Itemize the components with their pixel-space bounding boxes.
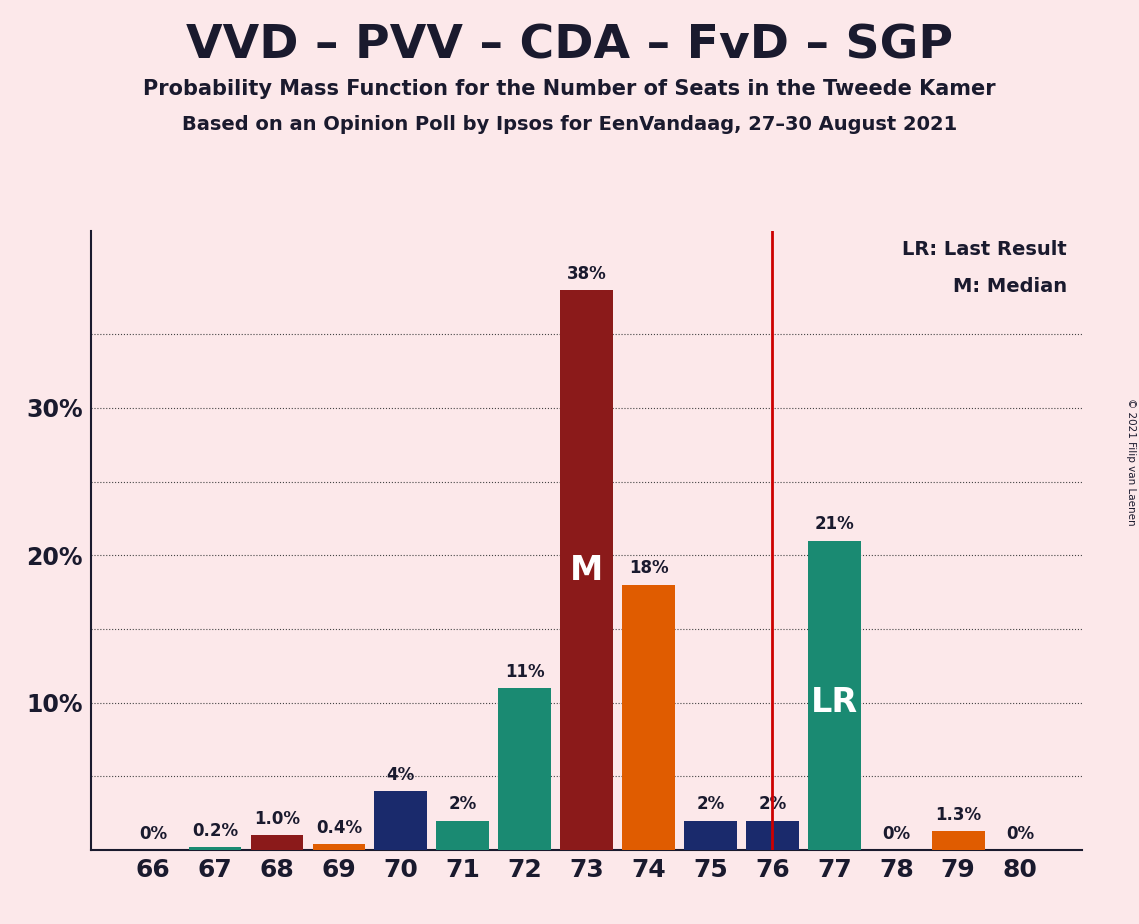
Text: LR: LR (811, 687, 858, 719)
Text: 11%: 11% (505, 663, 544, 681)
Bar (746, 821, 798, 850)
Bar (312, 845, 366, 850)
Text: LR: Last Result: LR: Last Result (902, 240, 1067, 260)
Text: 0%: 0% (883, 825, 910, 843)
Text: 0%: 0% (1006, 825, 1034, 843)
Bar (685, 821, 737, 850)
Text: VVD – PVV – CDA – FvD – SGP: VVD – PVV – CDA – FvD – SGP (186, 23, 953, 68)
Text: 1.3%: 1.3% (935, 806, 981, 823)
Bar (375, 791, 427, 850)
Bar (622, 585, 674, 850)
Text: 38%: 38% (567, 264, 606, 283)
Text: Based on an Opinion Poll by Ipsos for EenVandaag, 27–30 August 2021: Based on an Opinion Poll by Ipsos for Ee… (182, 115, 957, 134)
Text: M: Median: M: Median (953, 277, 1067, 297)
Bar (251, 835, 303, 850)
Text: © 2021 Filip van Laenen: © 2021 Filip van Laenen (1126, 398, 1136, 526)
Text: Probability Mass Function for the Number of Seats in the Tweede Kamer: Probability Mass Function for the Number… (144, 79, 995, 99)
Text: 0.2%: 0.2% (192, 821, 238, 840)
Bar (808, 541, 861, 850)
Text: 18%: 18% (629, 559, 669, 578)
Bar (499, 688, 551, 850)
Text: 0.4%: 0.4% (316, 819, 362, 837)
Bar (436, 821, 489, 850)
Text: 2%: 2% (696, 796, 724, 813)
Text: 1.0%: 1.0% (254, 810, 300, 828)
Bar (189, 847, 241, 850)
Bar (560, 290, 613, 850)
Text: M: M (570, 553, 604, 587)
Text: 4%: 4% (386, 766, 415, 784)
Text: 0%: 0% (139, 825, 167, 843)
Text: 21%: 21% (814, 516, 854, 533)
Bar (932, 831, 984, 850)
Text: 2%: 2% (449, 796, 477, 813)
Text: 2%: 2% (759, 796, 787, 813)
